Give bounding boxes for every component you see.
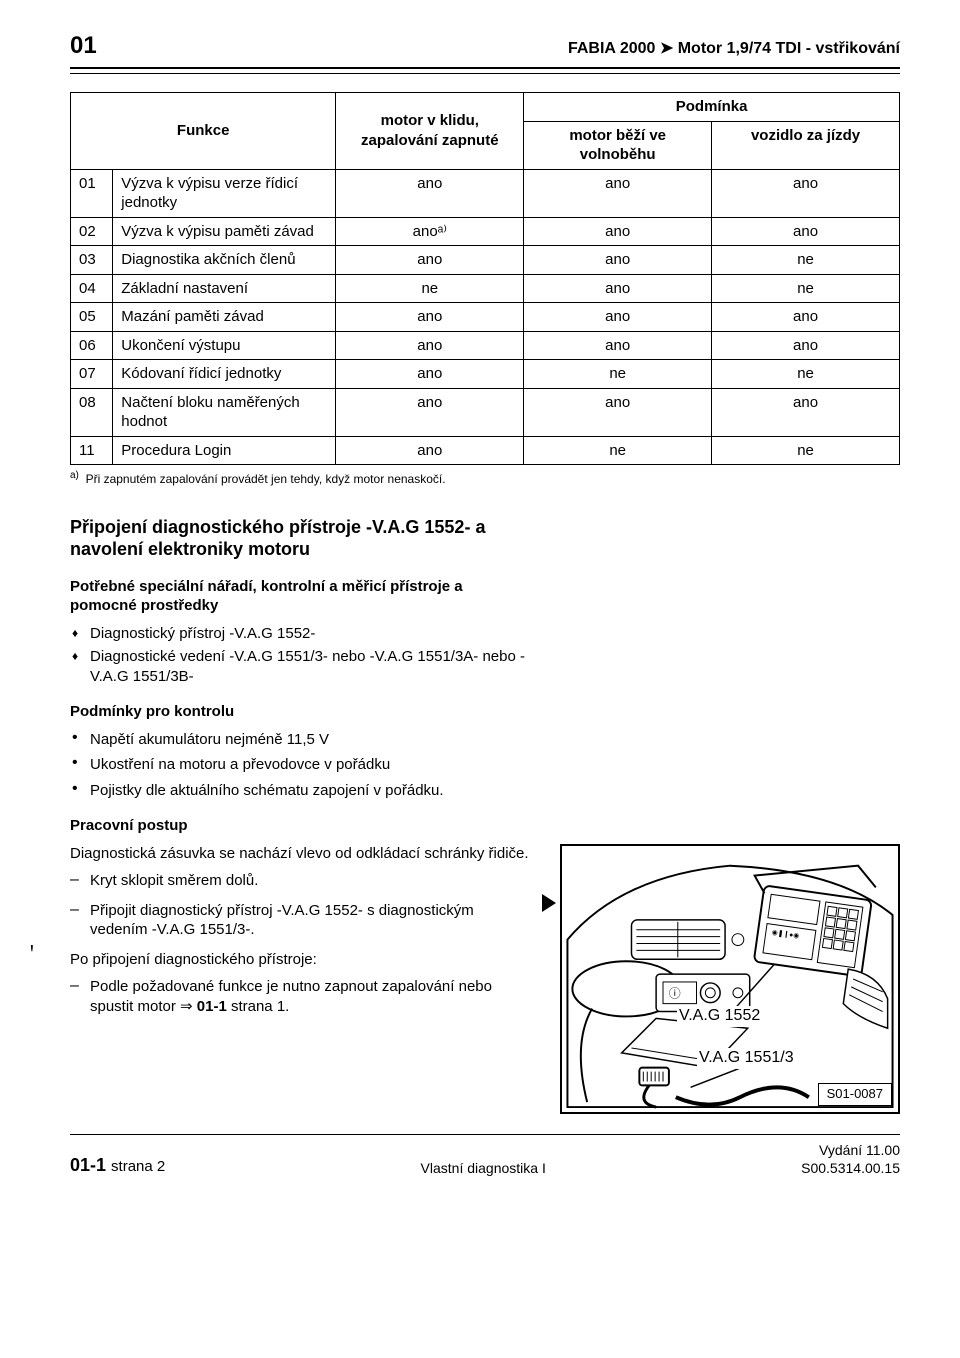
tools-heading: Potřebné speciální nářadí, kontrolní a m… xyxy=(70,577,490,616)
stray-mark: ꞌ xyxy=(30,941,34,967)
footer-center: Vlastní diagnostika I xyxy=(165,1159,801,1177)
th-bezi: motor běží ve volnoběhu xyxy=(524,121,712,169)
list-item: Kryt sklopit směrem dolů. xyxy=(70,871,510,891)
list-item: Napětí akumulátoru nejméně 11,5 V xyxy=(70,730,530,750)
procedure-heading: Pracovní postup xyxy=(70,816,490,836)
table-row: 06Ukončení výstupuanoanoano xyxy=(71,331,900,360)
list-item: Diagnostický přístroj -V.A.G 1552- xyxy=(70,624,530,644)
table-row: 03Diagnostika akčních členůanoanone xyxy=(71,246,900,275)
procedure-text: Diagnostická zásuvka se nachází vlevo od… xyxy=(70,844,530,864)
figure-label-1552: V.A.G 1552 xyxy=(677,1006,762,1027)
th-funkce: Funkce xyxy=(71,93,336,170)
th-jizda: vozidlo za jízdy xyxy=(712,121,900,169)
dashboard-svg: ◉❚❙●◉ ⓘ xyxy=(562,846,898,1112)
functions-table: Funkce motor v klidu, zapalování zapnuté… xyxy=(70,92,900,465)
table-row: 02Výzva k výpisu paměti závadanoᵃ⁾anoano xyxy=(71,217,900,246)
table-row: 05Mazání paměti závadanoanoano xyxy=(71,303,900,332)
list-item: Pojistky dle aktuálního schématu zapojen… xyxy=(70,781,530,801)
page-header: 01 FABIA 2000 ➤ Motor 1,9/74 TDI - vstři… xyxy=(70,30,900,69)
table-row: 01Výzva k výpisu verze řídicí jednotkyan… xyxy=(71,169,900,217)
figure-code: S01-0087 xyxy=(818,1083,892,1106)
section-title: Připojení diagnostického přístroje -V.A.… xyxy=(70,516,490,561)
th-podminka: Podmínka xyxy=(524,93,900,122)
list-item: Připojit diagnostický přístroj -V.A.G 15… xyxy=(70,901,510,940)
tools-list: Diagnostický přístroj -V.A.G 1552- Diagn… xyxy=(70,624,530,687)
th-klid: motor v klidu, zapalování zapnuté xyxy=(336,93,524,170)
figure-label-1551: V.A.G 1551/3 xyxy=(697,1048,796,1069)
table-row: 11Procedura Loginanonene xyxy=(71,436,900,465)
chapter-number: 01 xyxy=(70,30,97,61)
conditions-heading: Podmínky pro kontrolu xyxy=(70,702,490,722)
list-item: Podle požadované funkce je nutno zapnout… xyxy=(70,977,510,1016)
procedure-steps: Kryt sklopit směrem dolů. Připojit diagn… xyxy=(70,871,510,940)
list-item: Diagnostické vedení -V.A.G 1551/3- nebo … xyxy=(70,647,530,686)
table-row: 08Načtení bloku naměřených hodnotanoanoa… xyxy=(71,388,900,436)
pointer-icon xyxy=(542,894,556,912)
procedure-steps: Podle požadované funkce je nutno zapnout… xyxy=(70,977,510,1016)
divider xyxy=(70,73,900,74)
diagram-figure: ◉❚❙●◉ ⓘ xyxy=(560,844,900,1114)
table-row: 07Kódovaní řídicí jednotkyanonene xyxy=(71,360,900,389)
document-title: FABIA 2000 ➤ Motor 1,9/74 TDI - vstřikov… xyxy=(568,39,900,60)
procedure-text: Po připojení diagnostického přístroje: xyxy=(70,950,530,970)
conditions-list: Napětí akumulátoru nejméně 11,5 V Ukostř… xyxy=(70,730,530,801)
page-footer: 01-1 strana 2 Vlastní diagnostika I Vydá… xyxy=(70,1134,900,1177)
table-footnote: a) a) Při zapnutém zapalování provádět j… xyxy=(70,469,900,488)
footer-left: 01-1 strana 2 xyxy=(70,1154,165,1177)
table-row: 04Základní nastaveníneanone xyxy=(71,274,900,303)
list-item: Ukostření na motoru a převodovce v pořád… xyxy=(70,755,530,775)
svg-text:ⓘ: ⓘ xyxy=(669,986,681,1000)
footer-right: Vydání 11.00S00.5314.00.15 xyxy=(801,1141,900,1177)
